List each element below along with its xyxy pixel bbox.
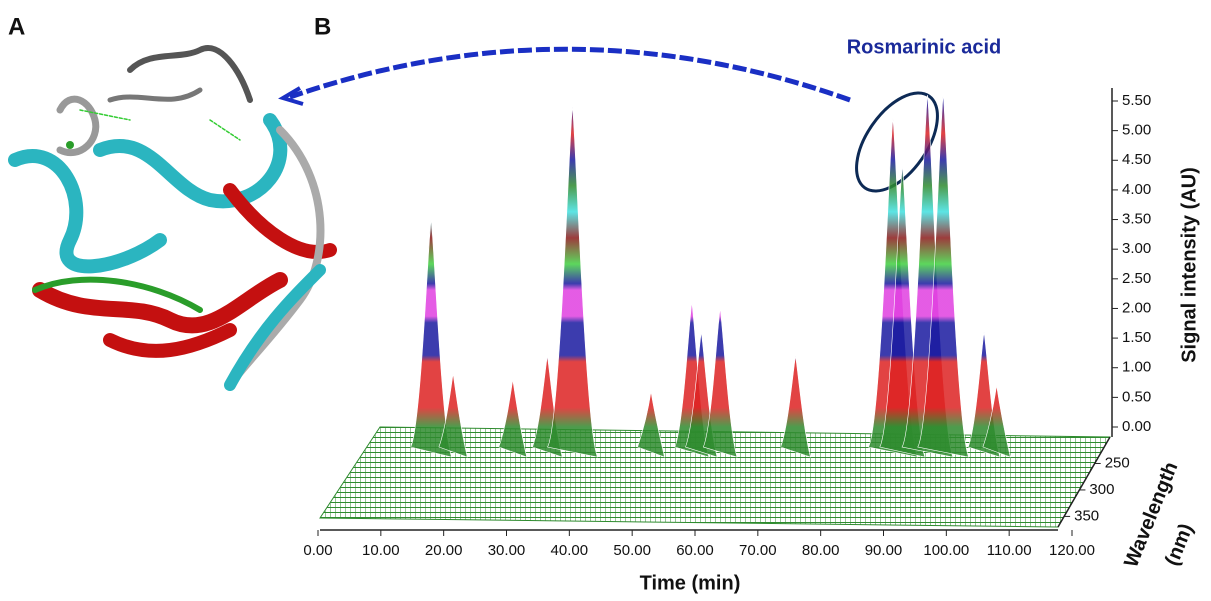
peak	[702, 308, 738, 458]
peak	[547, 106, 598, 458]
x-tick-label: 90.00	[865, 542, 903, 559]
x-tick-label: 40.00	[551, 542, 589, 559]
x-tick-label: 70.00	[739, 542, 777, 559]
y-tick-label: 0.00	[1122, 418, 1151, 435]
z-tick-label: 250	[1105, 454, 1130, 471]
x-tick-label: 100.00	[923, 542, 969, 559]
peak	[410, 219, 452, 458]
peak	[780, 355, 811, 458]
y-tick-label: 3.50	[1122, 211, 1151, 228]
peak	[498, 379, 528, 458]
arrow	[289, 46, 851, 103]
highlight-ellipse	[855, 91, 939, 193]
x-axis-title: Time (min)	[640, 572, 741, 594]
z-axis	[1057, 436, 1111, 528]
y-tick-label: 2.00	[1122, 299, 1151, 316]
x-tick-label: 10.00	[362, 542, 400, 559]
x-tick-label: 60.00	[676, 542, 714, 559]
x-tick-label: 120.00	[1049, 542, 1095, 559]
plot: 0.00 0.50 1.00 1.50 2.00 2.50 3.00 3.50 4.00 4.50…	[303, 88, 1151, 559]
z-tick-label: 300	[1089, 481, 1114, 498]
x-tick-label: 80.00	[802, 542, 840, 559]
y-tick-label: 5.00	[1122, 122, 1151, 139]
x-tick-label: 30.00	[488, 542, 526, 559]
peak	[917, 95, 970, 458]
z-axis-title: (nm)	[1161, 521, 1198, 569]
x-tick-label: 0.00	[303, 542, 332, 559]
y-tick-label: 4.00	[1122, 181, 1151, 198]
y-axis-title: Signal intensity (AU)	[1178, 167, 1200, 363]
y-tick-label: 4.50	[1122, 151, 1151, 168]
y-tick-label: 0.50	[1122, 388, 1151, 405]
arrowhead	[278, 86, 304, 106]
annotation: Rosmarinic acid	[847, 36, 1002, 58]
y-tick-label: 1.50	[1122, 329, 1151, 346]
protein-structure	[8, 45, 337, 391]
x-tick-label: 20.00	[425, 542, 463, 559]
y-tick-label: 1.00	[1122, 359, 1151, 376]
y-tick-label: 2.50	[1122, 270, 1151, 287]
y-tick-label: 5.50	[1122, 92, 1151, 109]
peak	[438, 373, 468, 458]
x-tick-label: 110.00	[987, 542, 1032, 559]
z-tick-label: 350	[1074, 507, 1099, 524]
y-tick-label: 3.00	[1122, 240, 1151, 257]
peak	[637, 391, 665, 458]
x-tick-label: 50.00	[613, 542, 651, 559]
peak	[982, 385, 1011, 458]
panel-label: B	[314, 13, 331, 40]
panel-label: A	[8, 13, 25, 40]
